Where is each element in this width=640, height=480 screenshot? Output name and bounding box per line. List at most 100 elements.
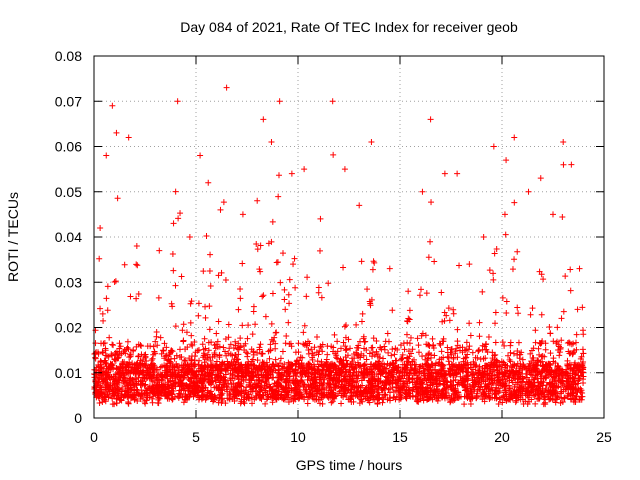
data-point: [430, 373, 437, 380]
data-point: [456, 347, 463, 354]
data-point: [403, 364, 410, 371]
data-point: [128, 386, 135, 393]
data-point: [446, 370, 453, 377]
data-point: [154, 376, 161, 383]
data-point: [330, 151, 337, 158]
data-point: [560, 372, 567, 379]
data-point: [532, 400, 539, 407]
data-point: [342, 353, 349, 360]
data-point: [567, 287, 574, 294]
data-point: [99, 348, 106, 355]
data-point: [226, 345, 233, 352]
data-point: [182, 357, 189, 364]
data-point: [234, 388, 241, 395]
data-point: [296, 386, 303, 393]
data-point: [499, 394, 506, 401]
data-point: [194, 382, 201, 389]
data-point: [540, 276, 547, 283]
data-point: [482, 346, 489, 353]
x-tick-label: 0: [90, 429, 98, 445]
data-point: [502, 364, 509, 371]
data-point: [491, 377, 498, 384]
data-point: [256, 344, 263, 351]
data-point: [110, 342, 117, 349]
data-point: [570, 365, 577, 372]
data-point: [181, 374, 188, 381]
data-point: [485, 381, 492, 388]
data-point: [243, 367, 250, 374]
data-point: [465, 375, 472, 382]
data-point: [355, 394, 362, 401]
data-point: [379, 399, 386, 406]
data-point: [399, 369, 406, 376]
data-point: [412, 366, 419, 373]
data-point: [574, 380, 581, 387]
data-point: [327, 377, 334, 384]
data-point: [506, 374, 513, 381]
data-point: [454, 389, 461, 396]
data-point: [257, 268, 264, 275]
data-point: [449, 382, 456, 389]
data-point: [555, 363, 562, 370]
data-point: [144, 385, 151, 392]
data-point: [427, 379, 434, 386]
data-point: [505, 352, 512, 359]
data-point: [423, 360, 430, 367]
data-point: [160, 384, 167, 391]
data-point: [359, 398, 366, 405]
data-point: [290, 377, 297, 384]
data-point: [299, 354, 306, 361]
data-point: [286, 366, 293, 373]
data-point: [475, 348, 482, 355]
data-point: [252, 321, 259, 328]
data-point: [425, 254, 432, 261]
data-point: [539, 368, 546, 375]
data-point: [372, 363, 379, 370]
data-point: [349, 355, 356, 362]
data-point: [315, 351, 322, 358]
data-point: [369, 349, 376, 356]
data-point: [316, 382, 323, 389]
data-point: [205, 339, 212, 346]
data-point: [149, 399, 156, 406]
data-point: [273, 329, 280, 336]
data-point: [190, 383, 197, 390]
data-point: [419, 188, 426, 195]
data-point: [164, 391, 171, 398]
data-point: [459, 382, 466, 389]
data-point: [525, 188, 532, 195]
data-point: [558, 395, 565, 402]
data-point: [172, 188, 179, 195]
data-point: [385, 376, 392, 383]
data-point: [564, 339, 571, 346]
data-point: [133, 380, 140, 387]
data-point: [514, 304, 521, 311]
data-point: [215, 272, 222, 279]
data-point: [343, 346, 350, 353]
data-point: [296, 395, 303, 402]
data-point: [441, 385, 448, 392]
data-point: [530, 367, 537, 374]
data-point: [303, 293, 310, 300]
data-point: [445, 305, 452, 312]
data-point: [469, 349, 476, 356]
data-point: [222, 400, 229, 407]
data-point: [109, 341, 116, 348]
data-point: [253, 393, 260, 400]
data-point: [396, 384, 403, 391]
data-point: [307, 382, 314, 389]
data-point: [568, 161, 575, 168]
data-point: [480, 234, 487, 240]
data-point: [207, 393, 214, 400]
data-point: [261, 361, 268, 368]
data-point: [463, 339, 470, 346]
data-point: [267, 384, 274, 391]
data-point: [426, 372, 433, 379]
data-point: [310, 371, 317, 378]
y-tick-label: 0.06: [55, 139, 82, 155]
data-point: [331, 395, 338, 402]
data-point: [509, 368, 516, 375]
data-point: [134, 262, 141, 269]
data-point: [330, 375, 337, 382]
data-point: [333, 352, 340, 359]
